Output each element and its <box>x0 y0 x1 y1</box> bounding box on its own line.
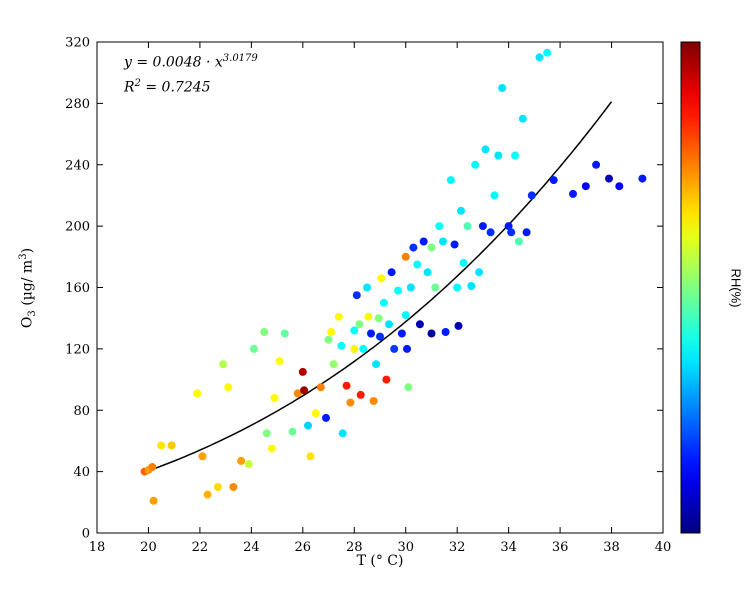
x-axis-label: T (° C) <box>356 553 404 569</box>
fit-annotation: y = 0.0048 · x3.0179 R2 = 0.7245 <box>124 54 258 103</box>
svg-text:36: 36 <box>552 540 569 555</box>
svg-text:80: 80 <box>73 404 90 419</box>
svg-text:30: 30 <box>397 540 414 555</box>
svg-text:200: 200 <box>65 220 90 235</box>
y-axis-label: O3 (µg/ m3) <box>17 247 39 329</box>
svg-text:22: 22 <box>192 540 209 555</box>
svg-text:18: 18 <box>89 540 106 555</box>
svg-text:40: 40 <box>73 465 90 480</box>
colorbar-label: RH(%) <box>728 268 744 308</box>
svg-text:320: 320 <box>65 36 90 51</box>
svg-text:32: 32 <box>449 540 466 555</box>
svg-text:28: 28 <box>346 540 363 555</box>
svg-text:40: 40 <box>655 540 672 555</box>
svg-text:34: 34 <box>500 540 517 555</box>
svg-text:240: 240 <box>65 158 90 173</box>
svg-text:0: 0 <box>82 527 90 542</box>
svg-text:120: 120 <box>65 342 90 357</box>
svg-text:160: 160 <box>65 281 90 296</box>
svg-text:280: 280 <box>65 97 90 112</box>
svg-text:38: 38 <box>603 540 620 555</box>
svg-text:24: 24 <box>243 540 260 555</box>
svg-text:26: 26 <box>295 540 312 555</box>
r-squared-text: R2 = 0.7245 <box>124 77 211 96</box>
svg-text:20: 20 <box>140 540 157 555</box>
fit-equation: y = 0.0048 · x3.0179 <box>124 53 258 71</box>
